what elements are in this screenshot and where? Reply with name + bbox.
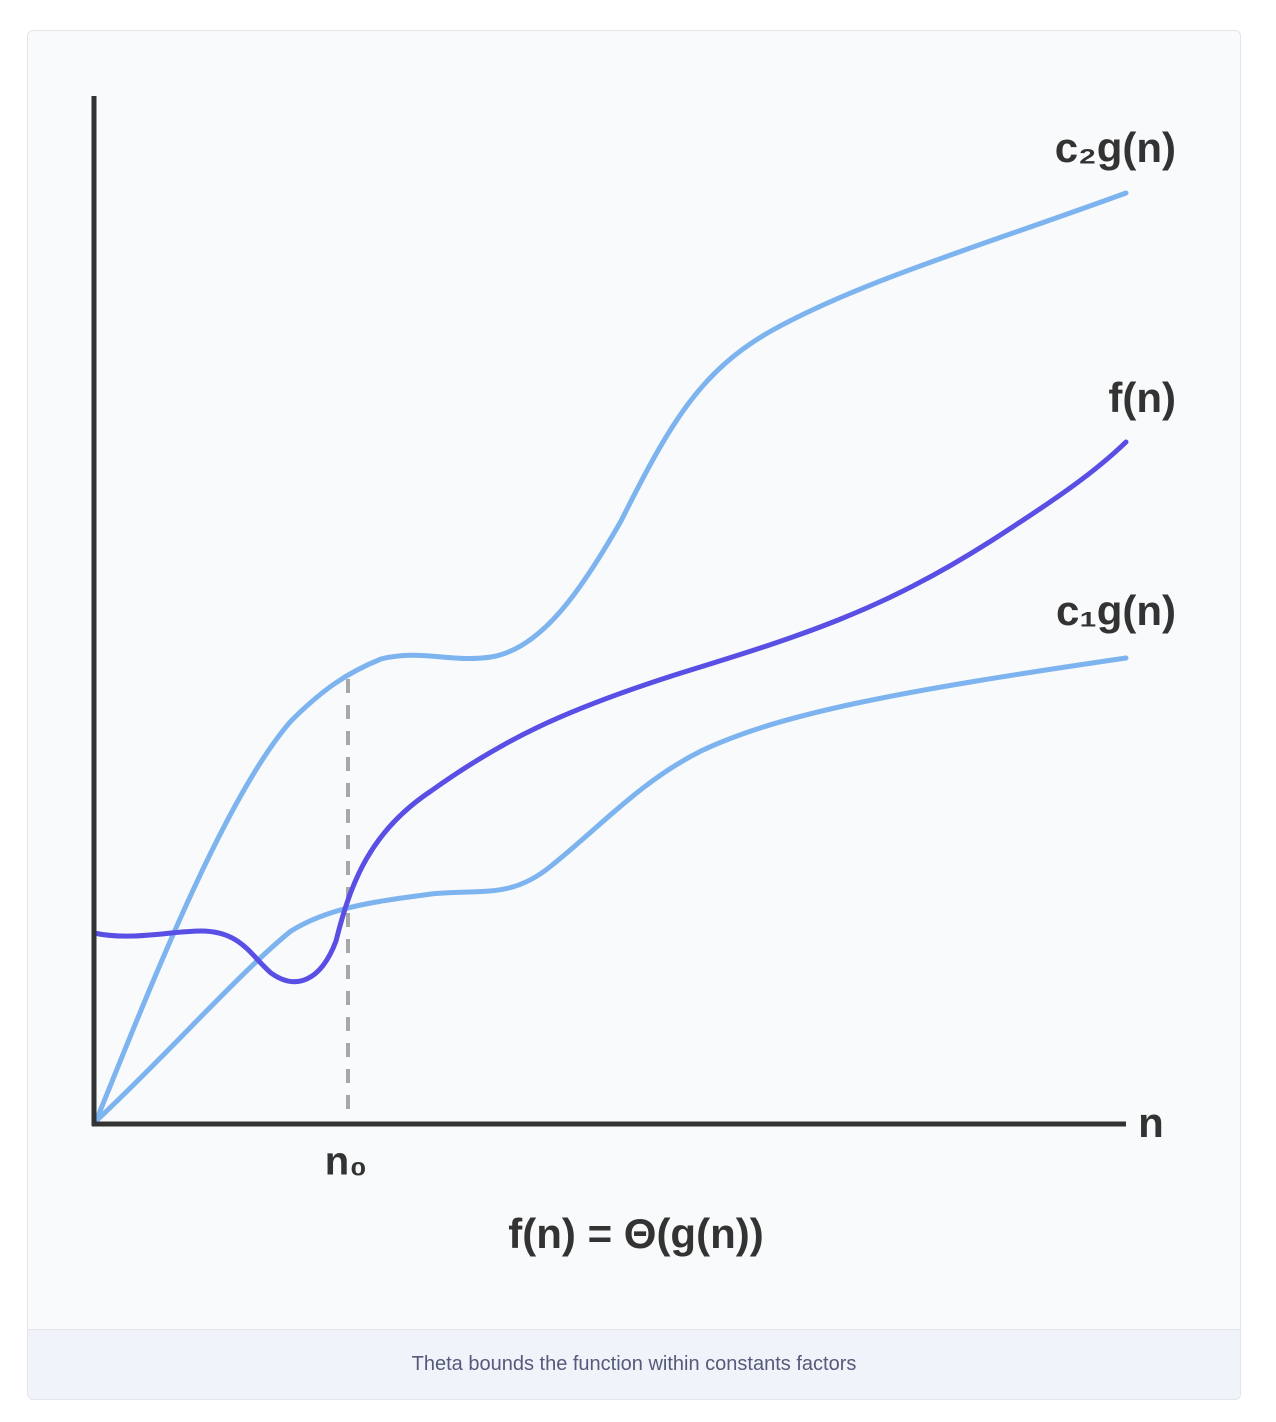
formula: f(n) = Θ(g(n)) — [508, 1210, 763, 1257]
lower-bound-curve — [93, 655, 1129, 1124]
caption: Theta bounds the function within constan… — [28, 1329, 1240, 1399]
function-label: f(n) — [1108, 374, 1176, 421]
upper-bound-label: c₂g(n) — [1055, 124, 1176, 171]
function-curve — [91, 439, 1129, 984]
figure-card: c₂g(n) f(n) c₁g(n) n n₀ f(n) = Θ(g(n)) T… — [27, 30, 1241, 1400]
x-axis-label: n — [1138, 1099, 1164, 1146]
lower-bound-label: c₁g(n) — [1056, 587, 1176, 634]
threshold-label: n₀ — [325, 1140, 367, 1184]
upper-bound-curve — [93, 190, 1129, 1124]
diagram: c₂g(n) f(n) c₁g(n) n n₀ f(n) = Θ(g(n)) — [91, 96, 1176, 1257]
